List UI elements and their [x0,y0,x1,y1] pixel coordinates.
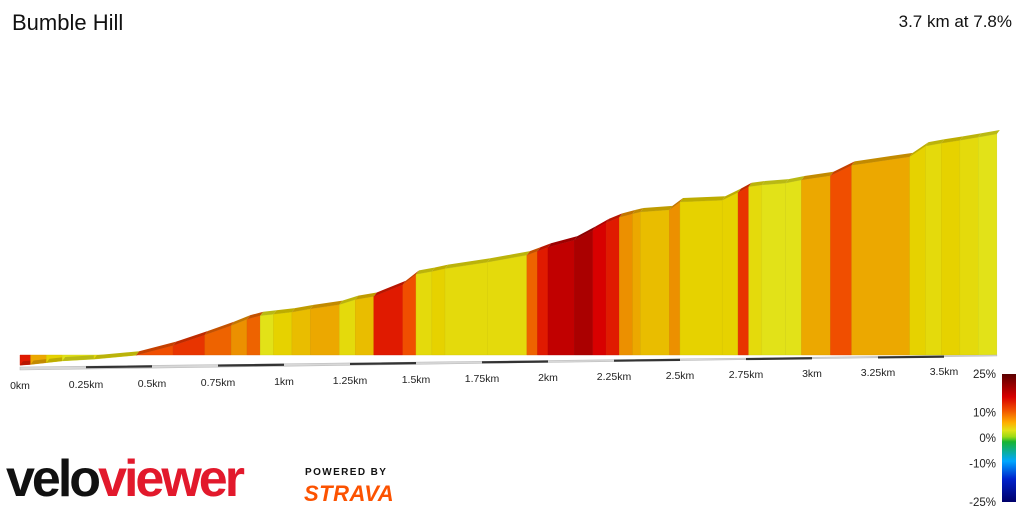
x-tick-label: 2.5km [666,370,695,382]
veloviewer-logo[interactable]: veloviewer [6,450,245,508]
grade-band [230,315,251,356]
axis-dash [481,360,549,364]
veloviewer-strava-branding: veloviewer POWERED BY STRAVA [6,452,426,510]
legend-label: 10% [973,407,996,419]
grade-band [851,152,913,356]
legend-label: 25% [973,369,996,381]
segment-title: Bumble Hill [12,10,124,35]
grade-band [355,292,377,356]
grade-band [273,308,295,356]
grade-band [415,267,435,356]
grade-band [93,351,140,360]
grade-band [761,179,789,356]
grade-band [246,311,264,356]
grade-band [959,133,982,356]
grade-legend: 25% 10% 0% -10% -25% [960,366,1024,512]
axis-dash [85,365,153,369]
x-tick-label: 2.75km [729,369,764,381]
grade-band [830,161,855,356]
x-tick-label: 0.5km [138,378,167,390]
grade-band [640,205,673,356]
powered-by-label: POWERED BY [305,467,388,478]
axis-dash [349,362,417,366]
x-tick-label: 1.25km [333,375,368,387]
grade-band [204,321,235,356]
grade-band [526,247,541,356]
grade-band [737,182,752,356]
grade-band [679,196,726,356]
grade-band [260,310,277,356]
legend-label: 0% [979,433,996,445]
grade-band [801,171,834,356]
logo-viewer: viewer [98,450,245,508]
x-tick-label: 3.5km [930,366,959,378]
x-tick-label: 2.25km [597,371,632,383]
grade-band [19,354,34,366]
segment-summary: 3.7 km at 7.8% [898,12,1012,31]
grade-band [402,270,419,356]
legend-color-bar [1002,374,1016,502]
legend-label: -25% [969,497,996,509]
grade-band [748,180,765,356]
grade-band [62,354,97,362]
x-tick-label: 0.25km [69,379,104,391]
x-tick-label: 3.25km [861,367,896,379]
grade-band [135,341,177,356]
grade-band [487,251,530,356]
strava-logo[interactable]: STRAVA [304,481,395,506]
x-tick-label: 3km [802,368,822,380]
x-tick-label: 1km [274,376,294,388]
grade-band [373,280,406,356]
legend-label: -10% [969,459,996,471]
distance-ticks: 0km 0.25km 0.5km 0.75km 1km 1.25km 1.5km 1.75km… [10,355,959,392]
x-tick-label: 2km [538,372,558,384]
axis-dash [877,355,945,359]
grade-band [172,330,208,356]
grade-band [574,226,596,356]
grade-band [310,300,343,356]
x-tick-label: 1.5km [402,374,431,386]
x-tick-label: 0.75km [201,377,236,389]
axis-dash [745,357,813,361]
axis-dash [613,358,681,362]
x-tick-label: 0km [10,380,30,392]
axis-dash [217,363,285,367]
grade-band [444,258,491,356]
grade-band [431,264,449,356]
grade-band [537,243,551,356]
grade-bands [19,130,1000,366]
x-tick-label: 1.75km [465,373,500,385]
grade-band [925,139,945,356]
grade-band [547,236,578,356]
logo-velo: velo [6,450,101,508]
grade-band [291,304,314,356]
elevation-profile-chart: 0km 0.25km 0.5km 0.75km 1km 1.25km 1.5km 1.75km… [10,130,1000,392]
grade-band [941,136,963,356]
